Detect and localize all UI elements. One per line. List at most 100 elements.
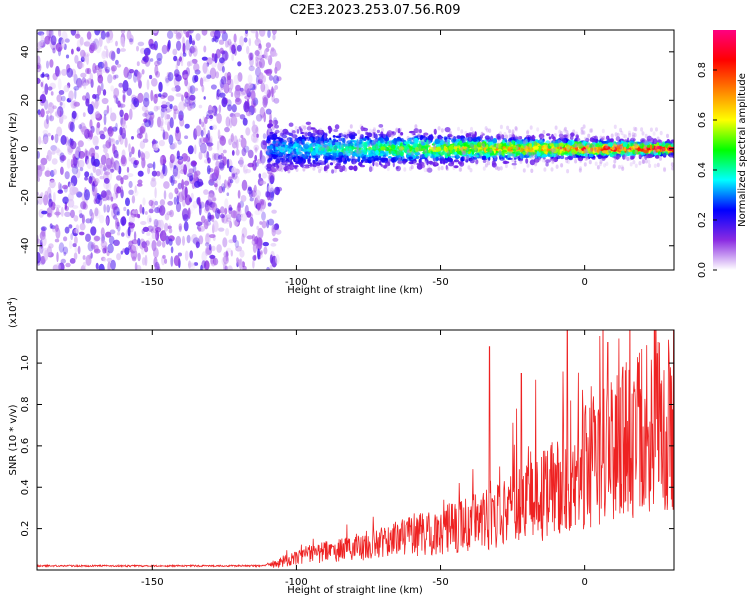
spectrogram-signal-cell (280, 144, 286, 148)
spectrogram-signal-cell (303, 143, 309, 150)
spectrogram-signal-cell (508, 150, 514, 154)
spectrogram-noise-cell (204, 116, 208, 124)
spectrogram-noise-cell (187, 145, 194, 155)
spectrogram-noise-cell (194, 144, 197, 155)
spectrogram-noise-cell (224, 40, 229, 48)
spectrogram-signal-cell (346, 155, 349, 161)
spectrogram-noise-cell (154, 200, 158, 206)
spectrogram-noise-cell (74, 236, 78, 245)
spectrogram-halo-cell (388, 157, 392, 163)
spectrogram-halo-cell (395, 128, 399, 134)
spectrogram-signal-cell (309, 164, 315, 167)
spectrogram-noise-cell (47, 102, 55, 114)
spectrogram-signal-cell (324, 157, 329, 164)
spectrogram-noise-cell (93, 69, 98, 74)
spectrogram-halo-cell (287, 169, 291, 174)
spectrogram-signal-cell (399, 151, 404, 157)
spectrogram-halo-cell (356, 146, 360, 152)
spectrogram-noise-cell (246, 45, 250, 55)
spectrogram-noise-cell (120, 216, 127, 226)
spectrogram-halo-cell (652, 131, 656, 136)
spectrogram-noise-cell (102, 247, 107, 254)
spectrogram-noise-cell (141, 157, 146, 169)
spectrogram-noise-cell (235, 245, 243, 252)
spectrogram-noise-cell (159, 173, 165, 179)
spectrogram-signal-cell (287, 154, 294, 161)
spectrogram-noise-cell (139, 204, 143, 214)
spectrogram-noise-cell (108, 50, 116, 60)
spectrogram-halo-cell (670, 162, 674, 167)
spectrogram-noise-cell (64, 211, 71, 217)
spectrogram-noise-cell (88, 176, 93, 184)
spectrogram-signal-cell (411, 159, 417, 164)
spectrogram-signal-cell (367, 156, 374, 161)
spectrogram-signal-cell (479, 134, 483, 139)
spectrogram-noise-cell (101, 97, 109, 105)
spectrogram-noise-cell (70, 209, 75, 219)
spectrogram-noise-cell (106, 36, 111, 44)
spectrogram-signal-cell (639, 142, 644, 149)
spectrogram-halo-cell (558, 129, 562, 134)
spectrogram-halo-cell (641, 131, 645, 136)
spectrogram-halo-cell (321, 160, 325, 165)
spectrogram-x-tick-label: -150 (141, 277, 164, 288)
spectrogram-noise-cell (37, 252, 41, 264)
spectrogram-halo-cell (543, 167, 547, 172)
spectrogram-noise-cell (253, 184, 257, 193)
spectrogram-noise-cell (113, 149, 119, 159)
spectrogram-noise-cell (91, 185, 98, 197)
spectrogram-signal-cell (551, 133, 554, 140)
spectrogram-noise-cell (44, 194, 48, 202)
spectrogram-halo-cell (472, 130, 475, 136)
spectrogram-noise-cell (209, 173, 215, 184)
spectrogram-noise-cell (37, 55, 41, 66)
spectrogram-noise-cell (78, 209, 83, 214)
spectrogram-noise-cell (167, 200, 174, 206)
spectrogram-noise-cell (249, 52, 254, 61)
spectrogram-noise-cell (167, 72, 174, 82)
spectrogram-halo-cell (641, 155, 645, 161)
spectrogram-halo-cell (613, 145, 617, 151)
spectrogram-signal-cell (532, 146, 539, 150)
spectrogram-noise-cell (202, 76, 207, 82)
spectrogram-noise-cell (248, 52, 253, 61)
spectrogram-signal-cell (397, 128, 401, 134)
spectrogram-halo-cell (571, 152, 575, 157)
spectrogram-noise-cell (109, 107, 113, 115)
spectrogram-noise-cell (52, 227, 58, 233)
spectrogram-halo-cell (586, 143, 590, 148)
spectrogram-noise-cell (38, 136, 42, 145)
spectrogram-noise-cell (100, 154, 107, 165)
spectrogram-signal-cell (358, 156, 361, 162)
spectrogram-noise-cell (195, 221, 203, 227)
spectrogram-signal-cell (433, 128, 437, 135)
spectrogram-signal-cell (316, 162, 321, 166)
spectrogram-noise-cell (240, 195, 247, 202)
spectrogram-noise-cell (134, 185, 137, 194)
spectrogram-noise-cell (220, 152, 224, 159)
spectrogram-halo-cell (329, 140, 333, 145)
spectrogram-signal-cell (338, 151, 344, 156)
spectrogram-signal-cell (269, 131, 274, 135)
spectrogram-signal-cell (440, 139, 445, 145)
spectrogram-signal-cell (545, 162, 549, 167)
spectrogram-noise-cell (104, 66, 111, 73)
spectrogram-signal-cell (584, 152, 588, 158)
spectrogram-halo-cell (386, 166, 390, 172)
spectrogram-noise-cell (148, 43, 155, 49)
spectrogram-signal-cell (282, 128, 289, 134)
spectrogram-signal-cell (482, 133, 485, 136)
spectrogram-noise-cell (167, 95, 175, 102)
spectrogram-y-axis-label: Frequency (Hz) (8, 112, 19, 188)
spectrogram-signal-cell (451, 137, 456, 144)
spectrogram-noise-cell (195, 125, 202, 137)
spectrogram-halo-cell (282, 137, 286, 142)
spectrogram-halo-cell (574, 159, 578, 164)
colorbar-tick-label: 0.8 (697, 62, 708, 78)
spectrogram-signal-cell (515, 151, 521, 154)
spectrogram-noise-cell (93, 235, 101, 242)
spectrogram-noise-cell (210, 84, 217, 90)
spectrogram-signal-cell (577, 143, 583, 148)
spectrogram-halo-cell (369, 164, 373, 169)
